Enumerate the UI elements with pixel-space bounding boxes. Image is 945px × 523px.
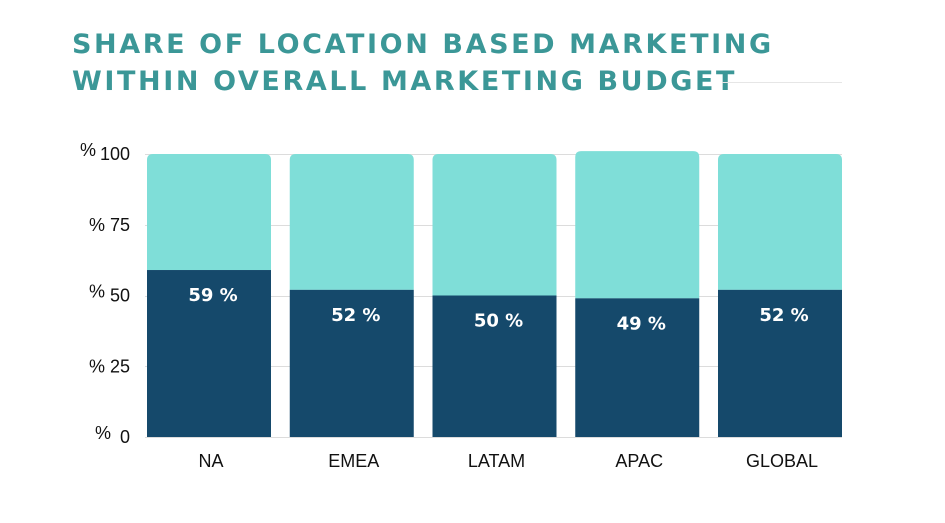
y-tick-unit-25: % [89, 356, 105, 376]
bar-remainder-global [718, 154, 842, 290]
bar-share-na [147, 270, 271, 437]
data-label-na: 59 % [188, 285, 237, 306]
y-tick-label-25: 25 [110, 356, 130, 376]
bar-remainder-na [147, 154, 271, 271]
y-tick-unit-100: % [80, 140, 96, 160]
x-tick-label-global: GLOBAL [746, 451, 818, 471]
y-tick-label-0: 0 [120, 427, 130, 447]
y-tick-label-75: 75 [110, 215, 130, 235]
chart-title-line-1: SHARE OF LOCATION BASED MARKETING [72, 29, 774, 60]
y-tick-label-50: 50 [110, 286, 130, 306]
bar-remainder-emea [289, 154, 414, 290]
bar-share-emea [289, 289, 414, 437]
x-tick-label-latam: LATAM [468, 451, 525, 471]
y-tick-label-100: 100 [100, 144, 130, 164]
x-tick-label-emea: EMEA [328, 451, 379, 471]
y-tick-unit-75: % [89, 215, 105, 235]
x-tick-label-na: NA [198, 451, 223, 471]
bar-share-latam [432, 295, 557, 437]
bar-remainder-latam [432, 154, 557, 296]
data-label-emea: 52 % [331, 305, 380, 326]
title-divider [722, 82, 842, 83]
chart-title: SHARE OF LOCATION BASED MARKETING WITHIN… [72, 26, 774, 100]
x-tick-label-apac: APAC [615, 451, 663, 471]
data-label-global: 52 % [759, 305, 808, 326]
y-tick-unit-50: % [89, 282, 105, 302]
bar-share-global [718, 289, 842, 437]
data-label-latam: 50 % [474, 311, 523, 332]
chart-title-line-2: WITHIN OVERALL MARKETING BUDGET [72, 66, 738, 97]
y-tick-unit-0: % [95, 423, 111, 443]
data-label-apac: 49 % [617, 313, 666, 334]
bar-remainder-apac [575, 151, 700, 299]
bar-share-apac [575, 298, 700, 437]
